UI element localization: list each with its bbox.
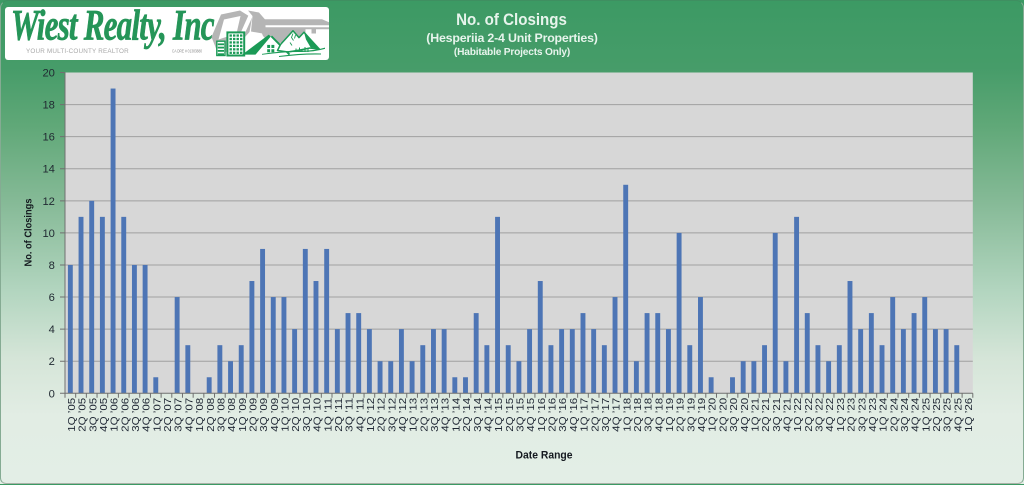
svg-text:2Q ’17: 2Q ’17	[590, 398, 601, 432]
svg-text:4Q ’13: 4Q ’13	[441, 397, 452, 432]
svg-text:4Q ’14: 4Q ’14	[483, 397, 494, 432]
svg-text:2Q ’10: 2Q ’10	[291, 397, 302, 432]
svg-text:4Q ’16: 4Q ’16	[569, 397, 580, 432]
svg-text:4Q ’10: 4Q ’10	[313, 397, 324, 432]
svg-text:1Q ’25: 1Q ’25	[921, 397, 932, 432]
svg-text:2Q ’08: 2Q ’08	[206, 397, 217, 432]
svg-text:2Q ’22: 2Q ’22	[804, 398, 815, 432]
svg-text:4Q ’08: 4Q ’08	[227, 397, 238, 432]
svg-text:1Q ’11: 1Q ’11	[323, 398, 334, 432]
svg-text:4Q ’11: 4Q ’11	[355, 398, 366, 432]
svg-text:2Q ’16: 2Q ’16	[548, 397, 559, 432]
svg-text:1Q ’08: 1Q ’08	[195, 397, 206, 432]
svg-text:18: 18	[42, 100, 54, 112]
svg-text:3Q ’07: 3Q ’07	[174, 398, 185, 432]
svg-text:2: 2	[49, 356, 55, 368]
svg-text:No. of Closings: No. of Closings	[24, 198, 35, 267]
svg-text:2Q ’09: 2Q ’09	[249, 398, 260, 432]
svg-text:3Q ’17: 3Q ’17	[601, 398, 612, 432]
svg-text:1Q ’17: 1Q ’17	[580, 398, 591, 432]
svg-text:1Q ’18: 1Q ’18	[622, 397, 633, 432]
svg-text:3Q ’16: 3Q ’16	[558, 397, 569, 432]
svg-text:4Q ’17: 4Q ’17	[612, 398, 623, 432]
svg-text:4Q ’07: 4Q ’07	[184, 398, 195, 432]
svg-text:2Q ’15: 2Q ’15	[505, 397, 516, 432]
svg-text:2Q ’05: 2Q ’05	[78, 397, 89, 432]
svg-text:3Q ’18: 3Q ’18	[644, 397, 655, 432]
svg-text:1Q ’21: 1Q ’21	[750, 398, 761, 432]
svg-text:4Q ’09: 4Q ’09	[270, 398, 281, 432]
svg-text:Date Range: Date Range	[516, 450, 573, 462]
svg-text:2Q ’21: 2Q ’21	[761, 398, 772, 432]
svg-text:4: 4	[49, 324, 55, 336]
svg-text:2Q ’20: 2Q ’20	[718, 397, 729, 432]
svg-text:2Q ’06: 2Q ’06	[120, 397, 131, 432]
svg-text:2Q ’25: 2Q ’25	[932, 397, 943, 432]
svg-text:4Q ’12: 4Q ’12	[398, 398, 409, 432]
svg-text:1Q ’14: 1Q ’14	[451, 397, 462, 432]
svg-text:1Q ’19: 1Q ’19	[665, 398, 676, 432]
svg-text:2Q ’18: 2Q ’18	[633, 397, 644, 432]
svg-text:1Q ’05: 1Q ’05	[67, 397, 78, 432]
svg-text:2Q ’12: 2Q ’12	[377, 398, 388, 432]
svg-text:2Q ’24: 2Q ’24	[889, 397, 900, 432]
svg-text:1Q ’20: 1Q ’20	[708, 397, 719, 432]
svg-text:6: 6	[49, 292, 55, 304]
svg-text:4Q ’24: 4Q ’24	[911, 397, 922, 432]
svg-text:3Q ’13: 3Q ’13	[430, 397, 441, 432]
svg-text:12: 12	[42, 196, 54, 208]
svg-text:4Q ’05: 4Q ’05	[99, 397, 110, 432]
svg-text:8: 8	[49, 260, 55, 272]
svg-text:16: 16	[42, 132, 54, 144]
svg-text:2Q ’23: 2Q ’23	[847, 397, 858, 432]
svg-text:3Q ’23: 3Q ’23	[857, 397, 868, 432]
svg-text:2Q ’07: 2Q ’07	[163, 398, 174, 432]
svg-text:20: 20	[42, 68, 54, 80]
svg-text:0: 0	[49, 388, 55, 400]
svg-text:1Q ’15: 1Q ’15	[494, 397, 505, 432]
svg-text:2Q ’11: 2Q ’11	[334, 398, 345, 432]
svg-text:3Q ’12: 3Q ’12	[387, 398, 398, 432]
svg-text:1Q ’12: 1Q ’12	[366, 398, 377, 432]
svg-text:3Q ’06: 3Q ’06	[131, 397, 142, 432]
svg-text:2Q ’13: 2Q ’13	[419, 397, 430, 432]
svg-text:4Q ’25: 4Q ’25	[953, 397, 964, 432]
svg-text:1Q ’26: 1Q ’26	[964, 397, 975, 432]
svg-text:4Q ’22: 4Q ’22	[825, 398, 836, 432]
svg-text:4Q ’18: 4Q ’18	[654, 397, 665, 432]
svg-text:3Q ’10: 3Q ’10	[302, 397, 313, 432]
svg-text:3Q ’22: 3Q ’22	[815, 398, 826, 432]
svg-text:2Q ’19: 2Q ’19	[676, 398, 687, 432]
svg-text:1Q ’10: 1Q ’10	[281, 397, 292, 432]
svg-text:3Q ’08: 3Q ’08	[216, 397, 227, 432]
svg-text:4Q ’23: 4Q ’23	[868, 397, 879, 432]
svg-text:3Q ’24: 3Q ’24	[900, 397, 911, 432]
svg-text:3Q ’14: 3Q ’14	[473, 397, 484, 432]
svg-text:3Q ’09: 3Q ’09	[259, 398, 270, 432]
svg-text:3Q ’11: 3Q ’11	[345, 398, 356, 432]
svg-text:1Q ’07: 1Q ’07	[152, 398, 163, 432]
svg-text:3Q ’21: 3Q ’21	[772, 398, 783, 432]
svg-text:4Q ’19: 4Q ’19	[697, 398, 708, 432]
svg-text:4Q ’21: 4Q ’21	[783, 398, 794, 432]
svg-text:4Q ’06: 4Q ’06	[142, 397, 153, 432]
svg-text:3Q ’15: 3Q ’15	[516, 397, 527, 432]
svg-text:1Q ’13: 1Q ’13	[409, 397, 420, 432]
svg-text:14: 14	[42, 164, 54, 176]
svg-text:2Q ’14: 2Q ’14	[462, 397, 473, 432]
svg-text:4Q ’15: 4Q ’15	[526, 397, 537, 432]
svg-text:3Q ’20: 3Q ’20	[729, 397, 740, 432]
svg-text:1Q ’22: 1Q ’22	[793, 398, 804, 432]
svg-text:1Q ’24: 1Q ’24	[879, 397, 890, 432]
svg-text:1Q ’06: 1Q ’06	[110, 397, 121, 432]
svg-text:1Q ’16: 1Q ’16	[537, 397, 548, 432]
svg-text:1Q ’23: 1Q ’23	[836, 397, 847, 432]
svg-text:3Q ’25: 3Q ’25	[943, 397, 954, 432]
svg-text:3Q ’19: 3Q ’19	[686, 398, 697, 432]
svg-text:10: 10	[42, 228, 54, 240]
svg-text:1Q ’09: 1Q ’09	[238, 398, 249, 432]
svg-text:4Q ’20: 4Q ’20	[740, 397, 751, 432]
svg-text:3Q ’05: 3Q ’05	[88, 397, 99, 432]
